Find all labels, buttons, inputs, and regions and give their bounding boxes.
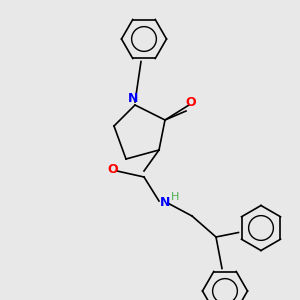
Text: O: O (185, 95, 196, 109)
Text: N: N (160, 196, 170, 209)
Text: O: O (107, 163, 118, 176)
Text: N: N (128, 92, 139, 106)
Text: H: H (171, 191, 180, 202)
